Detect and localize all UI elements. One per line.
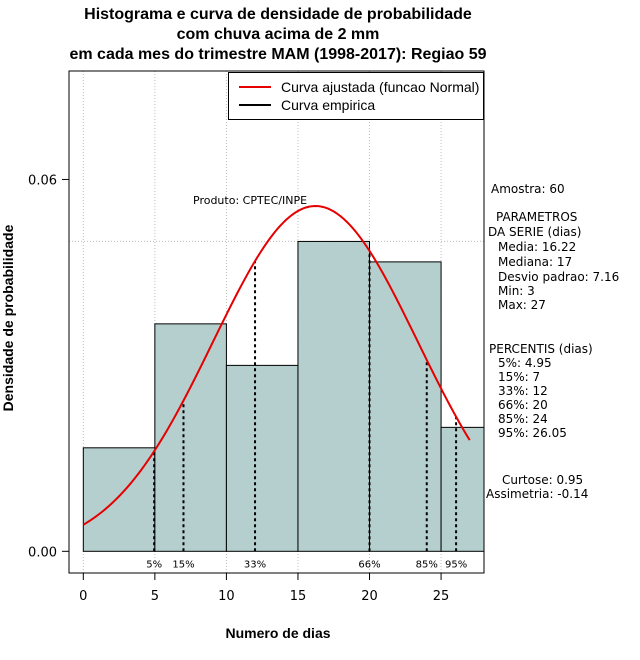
x-tick-label-15: 15 xyxy=(290,589,307,604)
x-tick-label-20: 20 xyxy=(361,589,378,604)
legend-empirical-line xyxy=(239,104,271,106)
stat-assimetria: Assimetria: -0.14 xyxy=(486,487,589,501)
histogram-bar-3 xyxy=(297,240,371,552)
stat-percentis-title: PERCENTIS (dias) xyxy=(489,342,593,356)
percentile-label-5: 95% xyxy=(445,559,467,570)
legend-fitted-label: Curva ajustada (funcao Normal) xyxy=(281,79,480,95)
histogram-bar-1 xyxy=(154,323,227,552)
y-tick-label-0: 0.00 xyxy=(28,545,57,560)
stat-min: Min: 3 xyxy=(498,284,535,298)
plot-frame xyxy=(68,70,485,574)
legend-entry-empirical: Curva empirica xyxy=(229,96,375,114)
fitted-normal-curve xyxy=(82,204,471,526)
legend-empirical-label: Curva empirica xyxy=(281,97,376,113)
stat-p5: 5%: 4.95 xyxy=(498,356,552,370)
x-axis-label: Numero de dias xyxy=(225,625,331,641)
percentile-label-4: 85% xyxy=(416,559,438,570)
stat-params-title-2: DA SERIE (dias) xyxy=(488,225,582,239)
histogram-bar-2 xyxy=(225,364,299,552)
x-tick-label-5: 5 xyxy=(151,589,159,604)
stat-p95: 95%: 26.05 xyxy=(498,426,567,440)
x-tick-label-25: 25 xyxy=(433,589,450,604)
percentile-label-0: 5% xyxy=(146,559,162,570)
percentile-label-2: 33% xyxy=(244,559,266,570)
chart-title-line-2: com chuva acima de 2 mm xyxy=(176,26,380,43)
chart-title-line-1: Histograma e curva de densidade de proba… xyxy=(84,6,472,23)
histogram-bar-0 xyxy=(82,447,156,552)
x-tick-label-0: 0 xyxy=(79,589,87,604)
stat-p33: 33%: 12 xyxy=(498,384,548,398)
legend-fitted-line xyxy=(239,86,271,88)
histogram-bar-4 xyxy=(369,261,442,552)
histogram-bar-5 xyxy=(440,426,485,552)
stat-desvio: Desvio padrao: 7.16 xyxy=(498,270,620,284)
stat-curtose: Curtose: 0.95 xyxy=(502,473,584,487)
stat-p15: 15%: 7 xyxy=(498,370,541,384)
legend-entry-fitted: Curva ajustada (funcao Normal) xyxy=(229,78,479,96)
stat-params-title-1: PARAMETROS xyxy=(496,210,578,224)
chart-title-line-3: em cada mes do trimestre MAM (1998-2017)… xyxy=(69,46,487,63)
stat-p66: 66%: 20 xyxy=(498,398,548,412)
x-tick-label-10: 10 xyxy=(218,589,235,604)
stat-media: Media: 16.22 xyxy=(498,240,577,254)
stat-max: Max: 27 xyxy=(498,298,546,312)
y-axis-label: Densidade de probabilidade xyxy=(0,224,16,412)
y-tick-label-1: 0.06 xyxy=(28,173,57,188)
percentile-label-3: 66% xyxy=(358,559,380,570)
stat-amostra: Amostra: 60 xyxy=(491,182,565,196)
legend: Curva ajustada (funcao Normal) Curva emp… xyxy=(228,72,484,120)
percentile-label-1: 15% xyxy=(172,559,194,570)
stat-mediana: Mediana: 17 xyxy=(498,255,573,269)
stat-p85: 85%: 24 xyxy=(498,412,548,426)
product-label: Produto: CPTEC/INPE xyxy=(193,194,308,207)
